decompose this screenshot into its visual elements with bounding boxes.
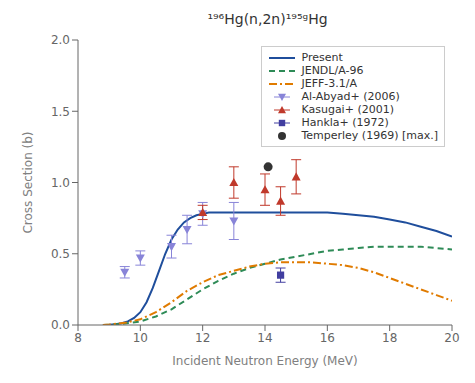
svg-text:1.0: 1.0 [51, 176, 70, 190]
svg-text:1.5: 1.5 [51, 105, 70, 119]
html-text:Present: Present [301, 51, 343, 64]
svg-text:20: 20 [444, 331, 459, 345]
html-text:Kasugai+ (2001): Kasugai+ (2001) [301, 103, 394, 116]
svg-text:12: 12 [195, 331, 210, 345]
html-text:Al-Abyad+ (2006): Al-Abyad+ (2006) [301, 90, 400, 103]
svg-text:8: 8 [74, 331, 82, 345]
svg-text:10: 10 [133, 331, 148, 345]
svg-text:Incident Neutron Energy (MeV): Incident Neutron Energy (MeV) [172, 354, 357, 368]
html-text:JENDL/A-96: JENDL/A-96 [301, 64, 364, 77]
svg-text:2.0: 2.0 [51, 33, 70, 47]
svg-text:14: 14 [257, 331, 272, 345]
svg-text:0.0: 0.0 [51, 318, 70, 332]
html-text:Temperley (1969) [max.]: Temperley (1969) [max.] [301, 129, 438, 142]
svg-text:16: 16 [320, 331, 335, 345]
svg-text:18: 18 [382, 331, 397, 345]
svg-text:0.5: 0.5 [51, 247, 70, 261]
svg-text:Cross Section (b): Cross Section (b) [21, 131, 35, 233]
html-text:Hankla+ (1972): Hankla+ (1972) [301, 116, 389, 129]
html-text:¹⁹⁶Hg(n,2n)¹⁹⁵ᵍHg: ¹⁹⁶Hg(n,2n)¹⁹⁵ᵍHg [207, 11, 328, 27]
html-text:JEFF-3.1/A: JEFF-3.1/A [301, 77, 357, 90]
